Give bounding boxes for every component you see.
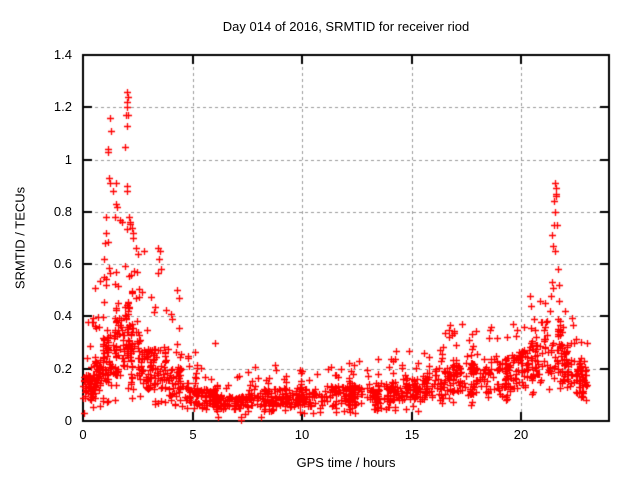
- y-tick-label: 0.8: [53, 204, 72, 219]
- y-tick-label: 1: [64, 152, 72, 167]
- y-tick-label: 1.2: [53, 99, 72, 114]
- y-tick-label: 0.6: [53, 256, 72, 271]
- chart-title: Day 014 of 2016, SRMTID for receiver rio…: [222, 19, 470, 34]
- y-axis-label: SRMTID / TECUs: [12, 186, 28, 290]
- y-tick-label: 0.4: [53, 308, 72, 323]
- x-axis-label: GPS time / hours: [296, 455, 396, 470]
- y-tick-label: 1.4: [53, 47, 72, 62]
- x-tick-label: 15: [404, 427, 420, 442]
- x-tick-label: 10: [294, 427, 310, 442]
- x-tick-label: 5: [189, 427, 197, 442]
- x-tick-label: 20: [513, 427, 529, 442]
- x-tick-label: 0: [79, 427, 87, 442]
- y-tick-label: 0.2: [53, 361, 72, 376]
- y-tick-label: 0: [64, 413, 72, 428]
